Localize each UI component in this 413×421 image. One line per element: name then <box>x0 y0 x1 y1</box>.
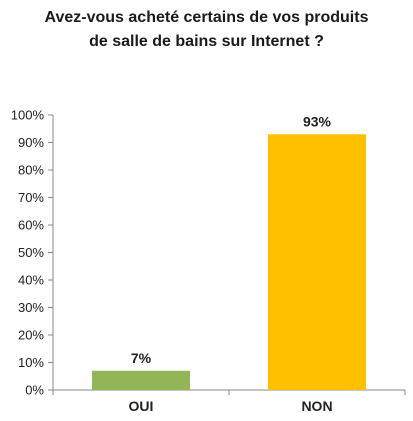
y-tick-label: 50% <box>18 245 44 260</box>
y-tick-label: 70% <box>18 190 44 205</box>
x-tick-label-non: NON <box>301 398 332 414</box>
chart-bars: 7% 93% <box>92 113 366 390</box>
bar-non <box>268 134 366 390</box>
chart-title-line-2: de salle de bains sur Internet ? <box>89 33 324 50</box>
data-label-oui: 7% <box>131 350 152 366</box>
y-tick-label: 30% <box>18 300 44 315</box>
y-tick-label: 80% <box>18 163 44 178</box>
y-tick-label: 0% <box>25 383 44 398</box>
x-tick-label-oui: OUI <box>129 398 154 414</box>
y-tick-label: 10% <box>18 355 44 370</box>
data-label-non: 93% <box>303 113 332 129</box>
y-tick-label: 40% <box>18 273 44 288</box>
bar-oui <box>92 370 190 390</box>
y-tick-label: 90% <box>18 135 44 150</box>
chart-title: Avez-vous acheté certains de vos produit… <box>0 6 413 54</box>
y-tick-label: 20% <box>18 328 44 343</box>
chart-title-line-1: Avez-vous acheté certains de vos produit… <box>44 9 369 26</box>
y-tick-label: 100% <box>11 108 45 123</box>
y-tick-label: 60% <box>18 218 44 233</box>
